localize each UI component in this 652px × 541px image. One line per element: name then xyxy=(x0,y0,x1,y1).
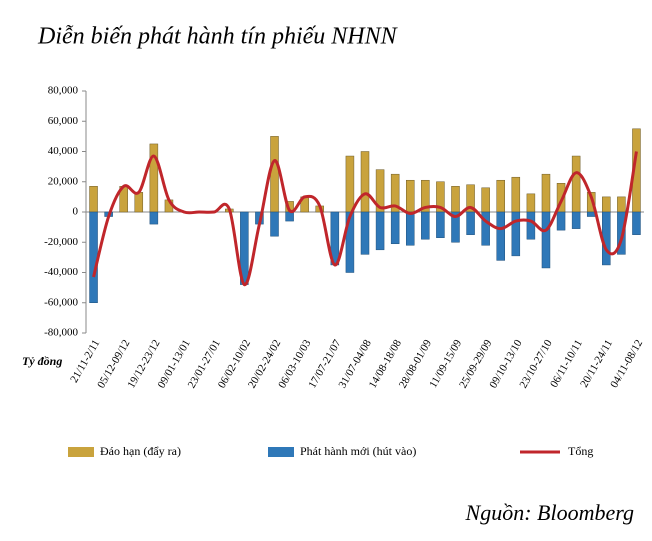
x-tick-label: 21/11-2/11 xyxy=(68,338,102,385)
bar xyxy=(405,179,415,213)
legend-label: Tổng xyxy=(568,444,593,458)
y-tick-label: -60,000 xyxy=(44,296,78,308)
y-tick-label: 60,000 xyxy=(48,115,79,127)
legend-label: Phát hành mới (hút vào) xyxy=(300,444,416,458)
bar xyxy=(617,196,626,213)
y-tick-label: 20,000 xyxy=(48,175,79,187)
bar xyxy=(511,211,521,257)
bar xyxy=(345,211,355,273)
bar xyxy=(496,179,505,213)
bar xyxy=(390,211,400,245)
bar xyxy=(481,187,490,213)
bar xyxy=(149,211,159,225)
bar xyxy=(617,211,626,255)
bar xyxy=(602,196,611,213)
legend-swatch xyxy=(68,447,94,457)
bar xyxy=(405,211,415,246)
bar xyxy=(360,211,370,255)
bar xyxy=(526,211,536,240)
bar xyxy=(270,211,279,237)
legend-swatch xyxy=(268,447,294,457)
bar xyxy=(270,136,279,213)
bar xyxy=(481,211,490,246)
y-tick-label: 40,000 xyxy=(48,145,79,157)
bar xyxy=(436,211,445,238)
bar xyxy=(89,211,98,303)
y-tick-label: -20,000 xyxy=(44,236,78,248)
bar xyxy=(285,211,294,222)
bar xyxy=(496,211,505,261)
bar xyxy=(89,186,98,213)
bar xyxy=(541,173,551,213)
bar xyxy=(511,176,521,213)
source: Nguồn: Bloomberg xyxy=(465,500,634,525)
chart-title: Diễn biến phát hành tín phiếu NHNN xyxy=(37,24,399,50)
y-tick-label: -40,000 xyxy=(44,266,78,278)
bar xyxy=(345,155,355,213)
y-tick-label: 80,000 xyxy=(48,85,79,97)
bar xyxy=(586,211,596,217)
bar xyxy=(451,211,460,243)
bar xyxy=(556,211,566,231)
bar xyxy=(451,186,460,213)
bar xyxy=(632,211,641,235)
bar xyxy=(541,211,551,269)
bar xyxy=(466,211,475,235)
bar xyxy=(571,155,581,213)
y-axis-label: Tỷ đồng xyxy=(22,354,62,368)
bar xyxy=(134,192,144,213)
bar xyxy=(526,193,536,213)
legend-label: Đáo hạn (đẩy ra) xyxy=(100,444,181,458)
bar xyxy=(360,151,370,213)
line xyxy=(92,151,638,287)
bar xyxy=(149,143,159,213)
bar xyxy=(375,211,385,251)
y-tick-label: 0 xyxy=(73,206,79,218)
y-tick-label: -80,000 xyxy=(44,327,78,339)
bar xyxy=(571,211,581,229)
bar xyxy=(421,211,430,240)
